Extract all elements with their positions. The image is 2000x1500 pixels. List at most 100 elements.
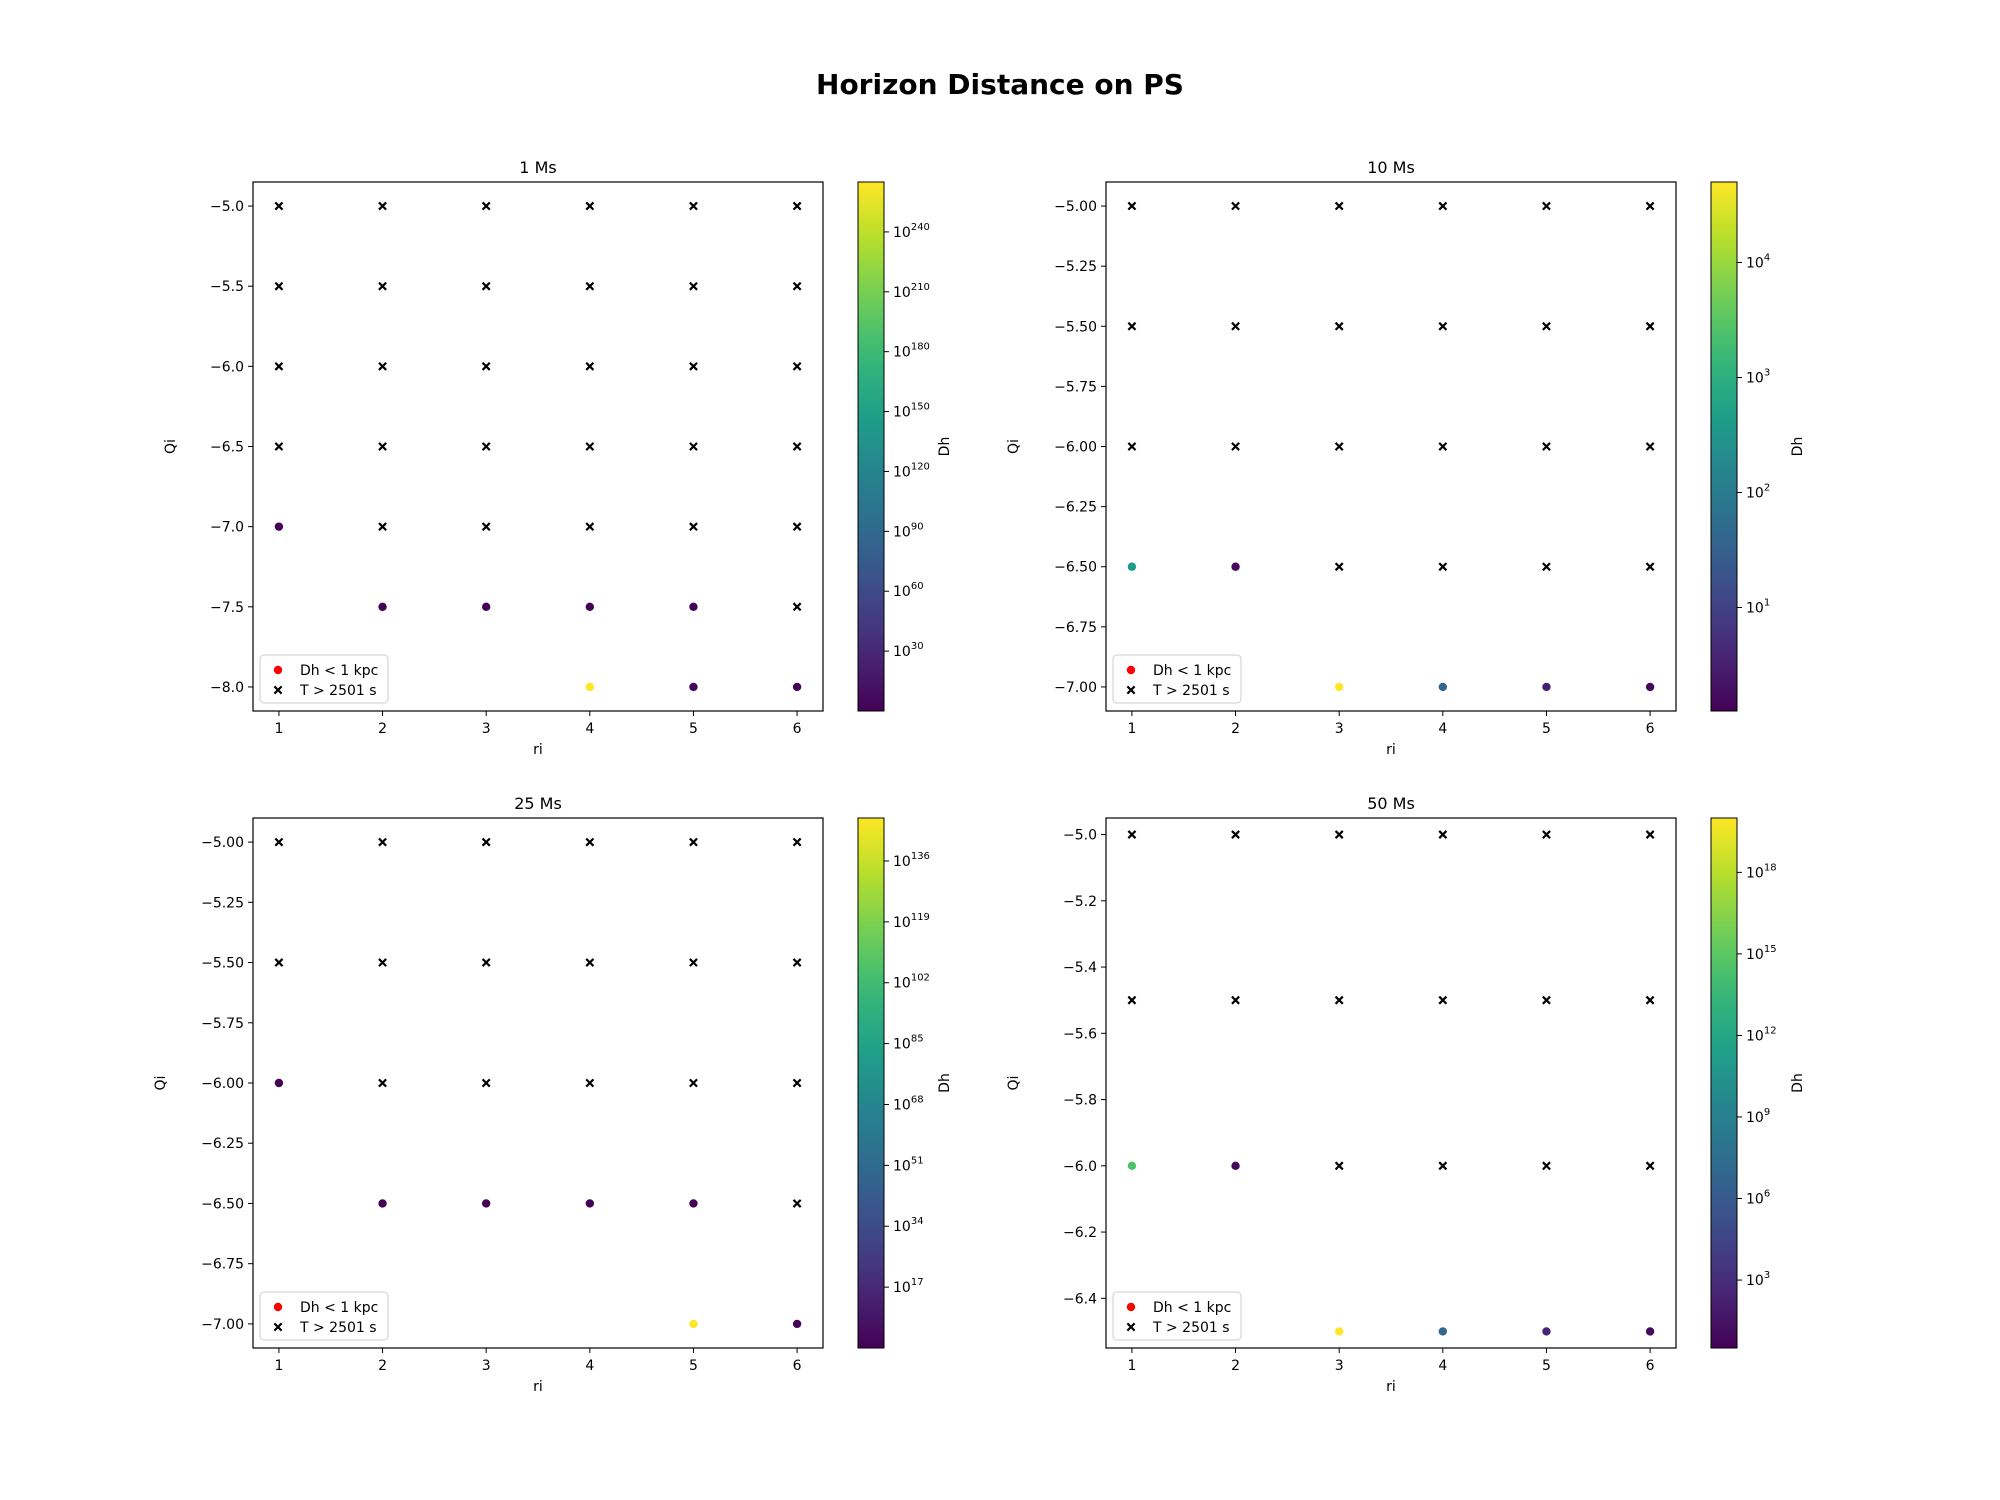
y-tick-label: −6.4 xyxy=(1063,1291,1097,1307)
t-exceeded-marker xyxy=(481,361,491,371)
y-tick-label: −5.75 xyxy=(1054,379,1097,395)
colorbar-label: Dh xyxy=(1790,1073,1806,1093)
y-tick-label: −6.5 xyxy=(210,440,244,456)
t-exceeded-marker xyxy=(585,281,595,291)
t-exceeded-marker xyxy=(274,361,284,371)
t-exceeded-marker xyxy=(1334,201,1344,211)
t-exceeded-marker xyxy=(481,1078,491,1088)
t-exceeded-marker xyxy=(1438,1161,1448,1171)
legend-marker-dh xyxy=(273,1302,283,1312)
t-exceeded-marker xyxy=(1334,562,1344,572)
y-tick-label: −5.8 xyxy=(1063,1093,1097,1109)
t-exceeded-marker xyxy=(1645,995,1655,1005)
dh-point xyxy=(274,522,284,531)
plot-area-frame xyxy=(252,181,824,712)
t-exceeded-marker xyxy=(1334,321,1344,331)
dh-point xyxy=(689,1199,698,1208)
colorbar xyxy=(857,817,885,1349)
colorbar-tick-label: 10120 xyxy=(893,461,930,480)
t-exceeded-marker xyxy=(1542,201,1551,211)
t-exceeded-marker xyxy=(689,958,698,967)
y-tick-label: −5.00 xyxy=(1054,199,1097,215)
subplot-3: 25 Ms 1 2 3 4 5 6 ri −5.00 −5.25 −5.50 −5.75 −6.00 −6… xyxy=(153,794,953,1395)
dh-point xyxy=(1127,562,1137,571)
y-tick-label: −5.75 xyxy=(201,1016,244,1032)
legend-box xyxy=(1112,654,1242,704)
y-tick-label: −5.50 xyxy=(201,956,244,972)
dh-point xyxy=(1438,1327,1448,1336)
colorbar-label: Dh xyxy=(1790,437,1806,457)
t-exceeded-marker xyxy=(274,201,284,211)
t-exceeded-marker xyxy=(378,1078,387,1088)
t-exceeded-marker xyxy=(792,837,802,847)
legend-marker-t xyxy=(1126,1322,1136,1332)
t-exceeded-marker xyxy=(689,281,698,291)
colorbar-tick-label: 1018 xyxy=(1746,862,1777,881)
t-exceeded-marker xyxy=(274,958,284,967)
dh-point xyxy=(792,682,802,692)
colorbar xyxy=(1710,817,1738,1349)
colorbar-tick-label: 10150 xyxy=(893,402,930,421)
dh-point xyxy=(1438,682,1448,692)
t-exceeded-marker xyxy=(1645,830,1655,839)
y-axis-label: Qi xyxy=(1006,439,1022,454)
t-exceeded-marker xyxy=(792,958,802,967)
colorbar-tick-label: 109 xyxy=(1746,1107,1770,1126)
t-exceeded-marker xyxy=(1438,995,1448,1005)
t-exceeded-marker xyxy=(481,281,491,291)
legend-label-dh: Dh < 1 kpc xyxy=(1153,663,1231,679)
colorbar-tick-label: 103 xyxy=(1746,1270,1770,1289)
t-exceeded-marker xyxy=(1645,442,1655,451)
t-exceeded-marker xyxy=(792,1078,802,1088)
y-tick-label: −7.00 xyxy=(1054,680,1097,696)
y-tick-label: −6.00 xyxy=(201,1076,244,1092)
t-exceeded-marker xyxy=(1334,830,1344,839)
y-tick-label: −5.4 xyxy=(1063,960,1097,976)
t-exceeded-marker xyxy=(1645,562,1655,572)
t-exceeded-marker xyxy=(1334,1161,1344,1171)
dh-point xyxy=(1542,1327,1551,1336)
t-exceeded-marker xyxy=(378,522,387,532)
t-exceeded-marker xyxy=(378,201,387,211)
y-tick-label: −6.00 xyxy=(1054,440,1097,456)
t-exceeded-marker xyxy=(378,958,387,967)
t-exceeded-marker xyxy=(378,361,387,371)
y-tick-label: −6.50 xyxy=(1054,560,1097,576)
y-tick-label: −6.2 xyxy=(1063,1225,1097,1241)
colorbar-tick-label: 10180 xyxy=(893,342,930,361)
x-tick-label: 3 xyxy=(1335,721,1344,737)
y-tick-label: −5.50 xyxy=(1054,319,1097,335)
dh-point xyxy=(585,1199,595,1208)
x-tick-label: 2 xyxy=(378,1358,387,1374)
t-exceeded-marker xyxy=(585,958,595,967)
colorbar-tick-label: 1090 xyxy=(893,521,924,540)
colorbar-tick-label: 10210 xyxy=(893,282,930,301)
x-tick-label: 1 xyxy=(274,1358,283,1374)
t-exceeded-marker xyxy=(1231,830,1240,839)
x-tick-label: 2 xyxy=(1231,1358,1240,1374)
legend-box xyxy=(259,654,389,704)
y-tick-label: −5.0 xyxy=(210,199,244,215)
t-exceeded-marker xyxy=(1231,321,1240,331)
dh-point xyxy=(481,1199,491,1208)
legend-marker-dh xyxy=(273,665,283,675)
t-exceeded-marker xyxy=(689,201,698,211)
colorbar-tick-label: 10119 xyxy=(893,912,930,931)
legend-marker-t xyxy=(273,1322,283,1332)
x-tick-label: 2 xyxy=(1231,721,1240,737)
t-exceeded-marker xyxy=(378,837,387,847)
legend-label-dh: Dh < 1 kpc xyxy=(300,663,378,679)
dh-point xyxy=(274,1078,284,1088)
t-exceeded-marker xyxy=(1542,321,1551,331)
t-exceeded-marker xyxy=(274,442,284,451)
t-exceeded-marker xyxy=(1127,830,1137,839)
dh-point xyxy=(689,1319,698,1329)
dh-point xyxy=(1231,1161,1240,1171)
t-exceeded-marker xyxy=(1231,442,1240,451)
y-tick-label: −6.25 xyxy=(1054,500,1097,516)
dh-point xyxy=(585,602,595,612)
t-exceeded-marker xyxy=(1127,442,1137,451)
t-exceeded-marker xyxy=(1645,321,1655,331)
t-exceeded-marker xyxy=(792,1199,802,1208)
